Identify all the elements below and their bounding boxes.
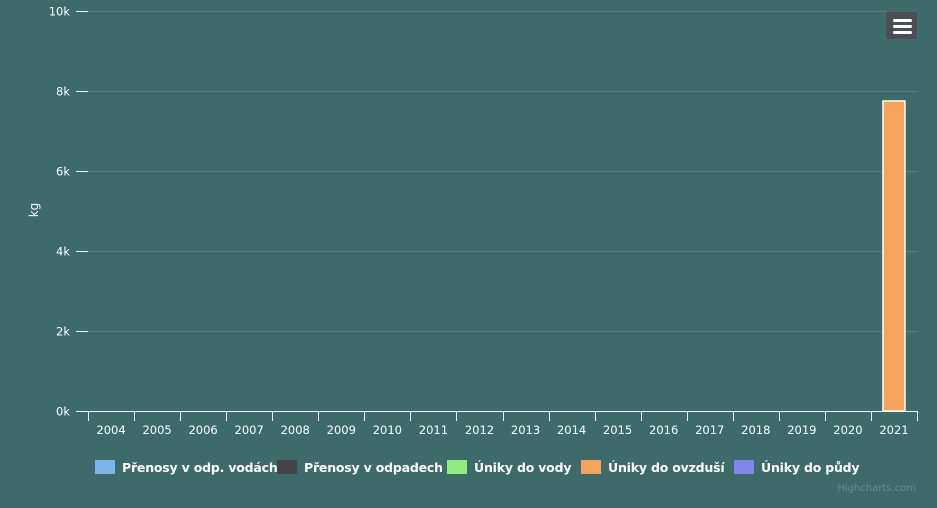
legend-label: Úniky do půdy [761,459,860,475]
x-tick-label: 2011 [419,423,448,437]
x-tick-label: 2014 [557,423,586,437]
x-tick-label: 2005 [142,423,171,437]
x-tick-label: 2018 [741,423,770,437]
x-tick-label: 2016 [649,423,678,437]
bar[interactable] [882,100,906,412]
y-tick-label: 4k [56,245,70,259]
legend-item[interactable]: Úniky do vody [447,455,571,479]
legend-item[interactable]: Úniky do půdy [734,455,860,479]
x-tick-label: 2009 [327,423,356,437]
x-tick-label: 2019 [787,423,816,437]
legend-label: Úniky do vody [474,459,572,475]
y-tick-label: 8k [56,85,70,99]
legend-item[interactable]: Úniky do ovzduší [581,455,725,479]
legend-label: Přenosy v odp. vodách [122,459,278,475]
legend-label: Přenosy v odpadech [304,459,443,475]
y-tick-label: 6k [56,165,70,179]
x-tick-label: 2015 [603,423,632,437]
x-tick-label: 2010 [373,423,402,437]
x-tick-label: 2020 [833,423,862,437]
legend-swatch [581,460,601,474]
legend-swatch [277,460,297,474]
legend-swatch [734,460,754,474]
x-axis: 2004 2005 2006 2007 2008 2009 2010 2011 2012 2013… [88,411,918,437]
x-tick-label: 2012 [465,423,494,437]
bar-series [882,100,906,412]
y-axis-title: kg [27,203,41,218]
x-tick-label: 2013 [511,423,540,437]
legend-item[interactable]: Přenosy v odpadech [277,455,443,479]
x-tick-label: 2017 [695,423,724,437]
legend-label: Úniky do ovzduší [608,459,725,475]
y-axis: 0k 2k 4k 6k 8k 10k [49,5,88,419]
y-tick-label: 0k [56,405,70,419]
x-tick-label: 2021 [879,423,908,437]
legend-swatch [447,460,467,474]
y-tick-label: 10k [49,5,71,19]
grid-lines [88,11,917,332]
y-tick-label: 2k [56,325,70,339]
chart-menu-button[interactable] [885,11,918,40]
legend: Přenosy v odp. vodách Přenosy v odpadech Ú… [0,455,937,479]
x-tick-label: 2006 [188,423,217,437]
x-tick-label: 2007 [235,423,264,437]
legend-swatch [95,460,115,474]
credits-link[interactable]: Highcharts.com [837,483,916,494]
x-tick-label: 2008 [281,423,310,437]
x-tick-label: 2004 [96,423,125,437]
legend-item[interactable]: Přenosy v odp. vodách [95,455,278,479]
